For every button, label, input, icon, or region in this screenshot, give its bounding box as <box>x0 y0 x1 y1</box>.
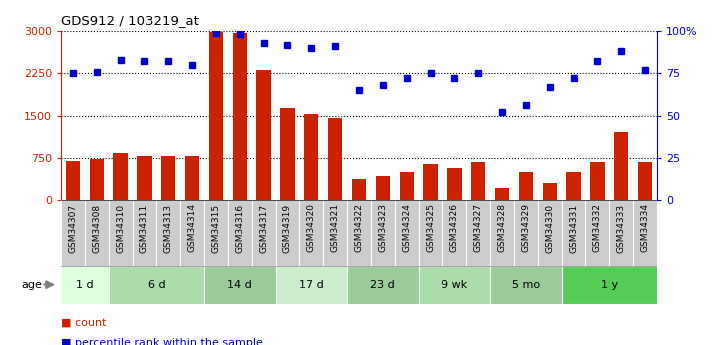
Bar <box>495 188 509 200</box>
Text: 1 d: 1 d <box>76 280 93 289</box>
FancyBboxPatch shape <box>633 200 657 266</box>
Bar <box>352 179 366 200</box>
Bar <box>447 168 462 200</box>
FancyBboxPatch shape <box>276 266 347 304</box>
Text: 6 d: 6 d <box>148 280 165 289</box>
Bar <box>256 70 271 200</box>
Text: GSM34313: GSM34313 <box>164 203 173 253</box>
Text: GSM34329: GSM34329 <box>521 203 531 253</box>
Text: 17 d: 17 d <box>299 280 324 289</box>
Text: GSM34330: GSM34330 <box>545 203 554 253</box>
Bar <box>328 118 342 200</box>
Text: GSM34333: GSM34333 <box>617 203 625 253</box>
FancyBboxPatch shape <box>276 200 299 266</box>
Text: GSM34314: GSM34314 <box>187 203 197 253</box>
FancyBboxPatch shape <box>108 200 133 266</box>
Text: GSM34316: GSM34316 <box>236 203 244 253</box>
Text: GSM34328: GSM34328 <box>498 203 506 253</box>
Bar <box>113 153 128 200</box>
Text: GSM34327: GSM34327 <box>474 203 482 253</box>
FancyBboxPatch shape <box>347 200 371 266</box>
Text: GSM34324: GSM34324 <box>402 203 411 252</box>
Bar <box>233 33 247 200</box>
Text: ■ count: ■ count <box>61 318 106 328</box>
FancyBboxPatch shape <box>204 200 228 266</box>
FancyBboxPatch shape <box>180 200 204 266</box>
FancyBboxPatch shape <box>133 200 157 266</box>
Text: 23 d: 23 d <box>370 280 395 289</box>
Bar <box>638 162 652 200</box>
Text: GSM34332: GSM34332 <box>593 203 602 253</box>
Bar <box>161 156 175 200</box>
Text: GSM34319: GSM34319 <box>283 203 292 253</box>
Bar <box>518 172 533 200</box>
FancyBboxPatch shape <box>419 266 490 304</box>
FancyBboxPatch shape <box>204 266 276 304</box>
Bar <box>590 162 605 200</box>
Bar <box>304 115 319 200</box>
FancyBboxPatch shape <box>561 200 585 266</box>
Bar <box>185 156 200 200</box>
Bar <box>614 132 628 200</box>
Text: GSM34325: GSM34325 <box>426 203 435 253</box>
Text: age: age <box>22 280 42 289</box>
FancyBboxPatch shape <box>61 266 108 304</box>
Bar <box>376 176 390 200</box>
Text: 1 y: 1 y <box>601 280 618 289</box>
Text: 14 d: 14 d <box>228 280 252 289</box>
FancyBboxPatch shape <box>442 200 466 266</box>
Text: ■ percentile rank within the sample: ■ percentile rank within the sample <box>61 338 263 345</box>
FancyBboxPatch shape <box>419 200 442 266</box>
FancyBboxPatch shape <box>347 266 419 304</box>
FancyBboxPatch shape <box>561 266 657 304</box>
Bar <box>280 108 294 200</box>
Text: GSM34315: GSM34315 <box>212 203 220 253</box>
FancyBboxPatch shape <box>538 200 561 266</box>
Text: 9 wk: 9 wk <box>442 280 467 289</box>
Bar <box>209 32 223 200</box>
Text: GSM34311: GSM34311 <box>140 203 149 253</box>
Text: GSM34326: GSM34326 <box>450 203 459 253</box>
Bar <box>471 162 485 200</box>
Text: GSM34310: GSM34310 <box>116 203 125 253</box>
FancyBboxPatch shape <box>157 200 180 266</box>
FancyBboxPatch shape <box>323 200 347 266</box>
Bar <box>424 164 438 200</box>
FancyBboxPatch shape <box>61 200 85 266</box>
FancyBboxPatch shape <box>514 200 538 266</box>
Text: GSM34334: GSM34334 <box>640 203 650 253</box>
FancyBboxPatch shape <box>252 200 276 266</box>
Bar <box>90 159 104 200</box>
Text: GSM34307: GSM34307 <box>68 203 78 253</box>
FancyBboxPatch shape <box>108 266 204 304</box>
FancyBboxPatch shape <box>490 200 514 266</box>
FancyBboxPatch shape <box>299 200 323 266</box>
Bar <box>399 172 414 200</box>
Bar <box>567 172 581 200</box>
Bar <box>543 183 557 200</box>
FancyBboxPatch shape <box>466 200 490 266</box>
Text: GSM34320: GSM34320 <box>307 203 316 253</box>
FancyBboxPatch shape <box>610 200 633 266</box>
FancyBboxPatch shape <box>228 200 252 266</box>
Text: 5 mo: 5 mo <box>512 280 540 289</box>
FancyBboxPatch shape <box>85 200 108 266</box>
Bar <box>66 161 80 200</box>
FancyBboxPatch shape <box>395 200 419 266</box>
FancyBboxPatch shape <box>371 200 395 266</box>
Text: GSM34322: GSM34322 <box>355 203 363 252</box>
Text: GSM34308: GSM34308 <box>93 203 101 253</box>
Text: GDS912 / 103219_at: GDS912 / 103219_at <box>61 14 199 27</box>
FancyBboxPatch shape <box>585 200 610 266</box>
Text: GSM34317: GSM34317 <box>259 203 268 253</box>
Bar <box>137 156 151 200</box>
Text: GSM34321: GSM34321 <box>331 203 340 253</box>
FancyBboxPatch shape <box>490 266 561 304</box>
Text: GSM34323: GSM34323 <box>378 203 387 253</box>
Text: GSM34331: GSM34331 <box>569 203 578 253</box>
